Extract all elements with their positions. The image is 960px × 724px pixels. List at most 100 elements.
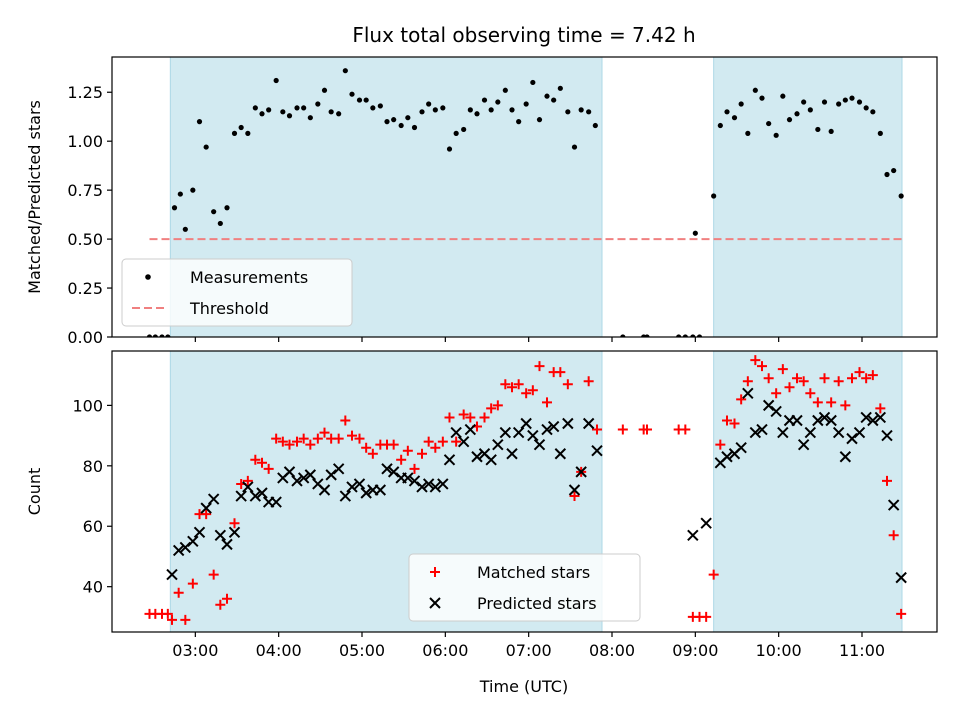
data-point (801, 99, 807, 105)
data-point (214, 529, 227, 542)
data-point (292, 436, 302, 447)
data-point (812, 414, 824, 427)
data-point (180, 614, 191, 625)
data-point (500, 379, 511, 390)
data-point (374, 484, 387, 496)
y-tick-label: 0.25 (67, 279, 103, 298)
data-point (481, 97, 488, 103)
data-point (692, 230, 698, 236)
data-point (742, 387, 754, 400)
data-point (215, 599, 226, 610)
data-point (786, 117, 793, 123)
data-point (159, 334, 165, 337)
data-point (486, 403, 497, 414)
data-point (506, 448, 518, 460)
data-point (162, 608, 173, 619)
data-point (179, 541, 192, 554)
legend-label: Matched stars (477, 563, 590, 582)
data-point (591, 445, 603, 457)
data-point (509, 107, 515, 113)
data-point (430, 442, 441, 453)
data-point (250, 454, 261, 465)
data-point (592, 424, 602, 435)
data-point (190, 187, 196, 193)
data-point (166, 568, 178, 581)
data-point (738, 101, 744, 107)
data-point (336, 111, 342, 117)
data-point (465, 412, 476, 423)
data-point (846, 432, 858, 445)
x-tick-label: 10:00 (756, 641, 802, 660)
data-point (541, 423, 553, 436)
data-point (833, 376, 844, 387)
legend-box (408, 553, 641, 622)
data-point (387, 466, 400, 478)
data-point (592, 122, 598, 129)
data-point (342, 68, 348, 74)
data-point (242, 475, 253, 486)
data-point (777, 426, 789, 439)
data-point (736, 394, 747, 405)
count-axes-frame (111, 350, 938, 633)
data-point (423, 436, 434, 447)
data-point (417, 448, 427, 459)
data-point (721, 451, 733, 463)
data-point (512, 426, 525, 439)
data-point (887, 499, 900, 511)
data-point (405, 115, 411, 121)
data-point (485, 454, 497, 466)
data-point (569, 491, 580, 502)
data-point (318, 484, 331, 496)
data-point (211, 209, 217, 215)
data-point (361, 442, 372, 453)
ratio-axes-frame (111, 56, 938, 338)
data-point (146, 334, 153, 337)
chart-title: Flux total observing time = 7.42 h (352, 23, 695, 47)
data-point (457, 435, 470, 448)
data-point (294, 105, 300, 111)
data-point (224, 205, 230, 211)
count-observing-window-2 (713, 351, 903, 632)
data-point (749, 426, 762, 439)
data-point (332, 463, 345, 475)
legend-label: Predicted stars (477, 594, 597, 613)
data-point (252, 105, 258, 111)
data-point (229, 518, 240, 529)
data-point (266, 107, 272, 113)
data-point (242, 481, 254, 493)
data-point (450, 426, 462, 439)
data-point (305, 439, 316, 450)
x-tick-label: 09:00 (672, 641, 718, 660)
data-point (507, 382, 517, 393)
data-point (861, 373, 872, 384)
data-point (575, 466, 587, 478)
data-point (339, 490, 352, 502)
data-point (217, 220, 223, 227)
legend-marker (145, 274, 151, 280)
data-point (832, 426, 845, 439)
data-point (432, 107, 438, 113)
data-point (426, 101, 432, 107)
data-point (771, 388, 782, 399)
data-point (177, 191, 183, 197)
data-point (759, 95, 765, 101)
data-point (325, 469, 337, 481)
data-point (182, 226, 188, 232)
x-axis-label: Time (UTC) (479, 677, 568, 696)
data-point (680, 424, 691, 435)
legend-box (121, 258, 353, 327)
data-point (304, 469, 317, 481)
data-point (582, 417, 595, 430)
data-point (770, 405, 782, 418)
data-point (766, 120, 772, 127)
data-point (895, 571, 907, 584)
y-tick-label: 1.25 (67, 83, 103, 102)
data-point (534, 361, 545, 372)
data-point (523, 101, 529, 107)
data-point (488, 107, 494, 113)
data-point (370, 105, 376, 111)
data-point (717, 122, 723, 129)
data-point (208, 569, 219, 580)
data-point (780, 93, 786, 99)
data-point (701, 611, 712, 622)
